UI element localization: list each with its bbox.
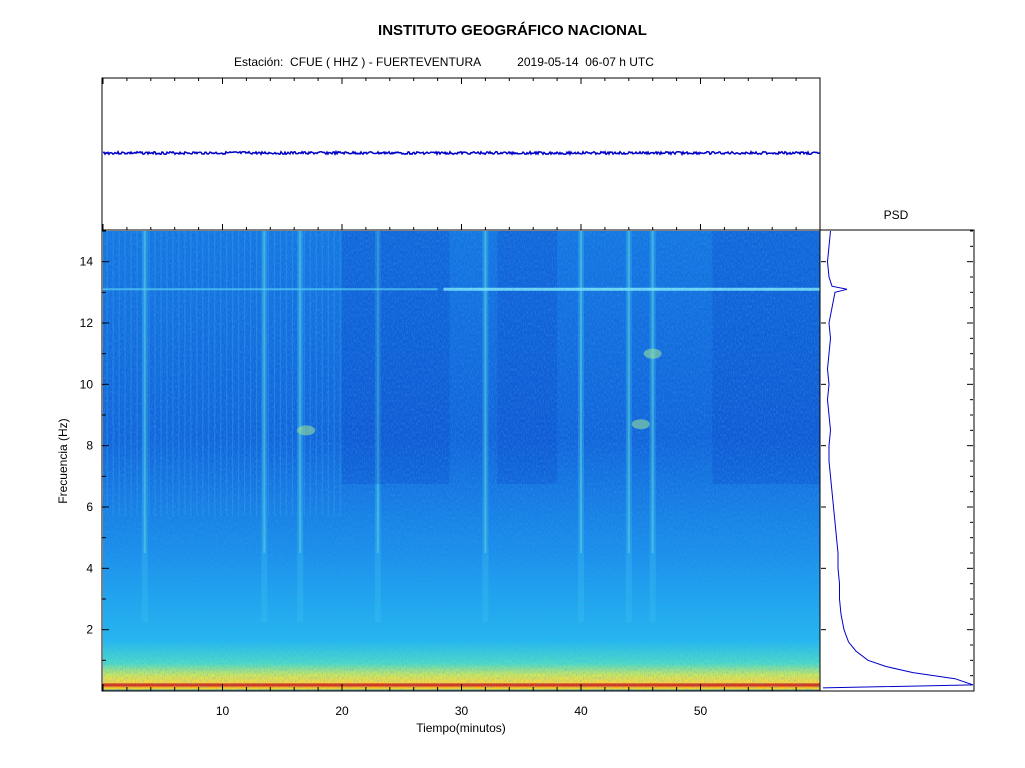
chart-title: INSTITUTO GEOGRÁFICO NACIONAL	[378, 22, 647, 39]
x-tick-label: 10	[216, 704, 230, 718]
y-tick-label: 6	[86, 500, 93, 514]
y-axis-label: Frecuencia (Hz)	[56, 418, 70, 503]
station-label: Estación:	[234, 55, 284, 69]
x-axis-label: Tiempo(minutos)	[416, 721, 506, 735]
date-label: 2019-05-14	[517, 55, 579, 69]
y-tick-label: 8	[86, 439, 93, 453]
x-tick-label: 30	[455, 704, 469, 718]
spectrogram-panel: 10 20 30 40 50 2 4 6 8 10 12 14 Tiempo(minutos) Fre…	[56, 229, 821, 735]
x-tick-label: 20	[335, 704, 349, 718]
seismogram-trace	[102, 149, 821, 157]
psd-ticks	[821, 230, 973, 692]
y-tick-label: 12	[80, 316, 94, 330]
y-tick-label: 4	[86, 561, 93, 575]
station-subtitle: Estación: CFUE ( HHZ ) - FUERTEVENTURA 2…	[234, 55, 654, 69]
y-tick-label: 14	[80, 255, 94, 269]
y-tick-label: 10	[80, 377, 94, 391]
x-tick-label: 50	[694, 704, 708, 718]
psd-panel: PSD	[819, 208, 975, 692]
psd-curve	[822, 230, 974, 689]
station-name: CFUE ( HHZ ) - FUERTEVENTURA	[290, 55, 481, 69]
x-tick-label: 40	[574, 704, 588, 718]
psd-title: PSD	[884, 208, 909, 222]
y-tick-label: 2	[86, 623, 93, 637]
seismogram-panel	[101, 77, 821, 231]
time-window-label: 06-07 h UTC	[585, 55, 654, 69]
